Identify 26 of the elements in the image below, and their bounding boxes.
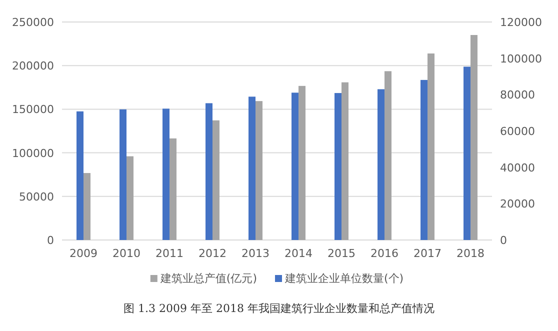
y2-tick-label: 60000 (500, 125, 535, 138)
y-tick-label: 250000 (12, 16, 54, 29)
x-tick-label: 2009 (70, 247, 98, 260)
y2-tick-label: 120000 (500, 16, 542, 29)
y-tick-label: 200000 (12, 60, 54, 73)
x-tick-label: 2015 (328, 247, 356, 260)
x-tick-label: 2014 (284, 247, 312, 260)
x-tick-label: 2011 (156, 247, 184, 260)
x-tick-label: 2017 (414, 247, 442, 260)
y2-tick-label: 80000 (500, 88, 535, 102)
y2-tick-label: 20000 (500, 198, 535, 211)
legend-label: 建筑业总产值(亿元) (159, 272, 257, 285)
y2-tick-label: 0 (500, 234, 507, 247)
y-tick-label: 0 (47, 234, 54, 247)
legend-label: 建筑业企业单位数量(个) (284, 272, 404, 285)
y-tick-label: 50000 (19, 190, 54, 204)
caption: 图 1.3 2009 年至 2018 年我国建筑行业企业数量和总产值情况 (124, 302, 434, 315)
x-tick-label: 2013 (242, 247, 270, 260)
x-tick-label: 2012 (198, 247, 226, 260)
y-tick-label: 100000 (12, 146, 54, 160)
x-tick-label: 2018 (456, 247, 484, 260)
y2-tick-label: 100000 (500, 52, 542, 66)
x-tick-label: 2010 (112, 247, 140, 260)
y-tick-label: 150000 (12, 103, 54, 116)
x-tick-label: 2016 (370, 247, 398, 260)
y2-tick-label: 40000 (500, 161, 535, 174)
